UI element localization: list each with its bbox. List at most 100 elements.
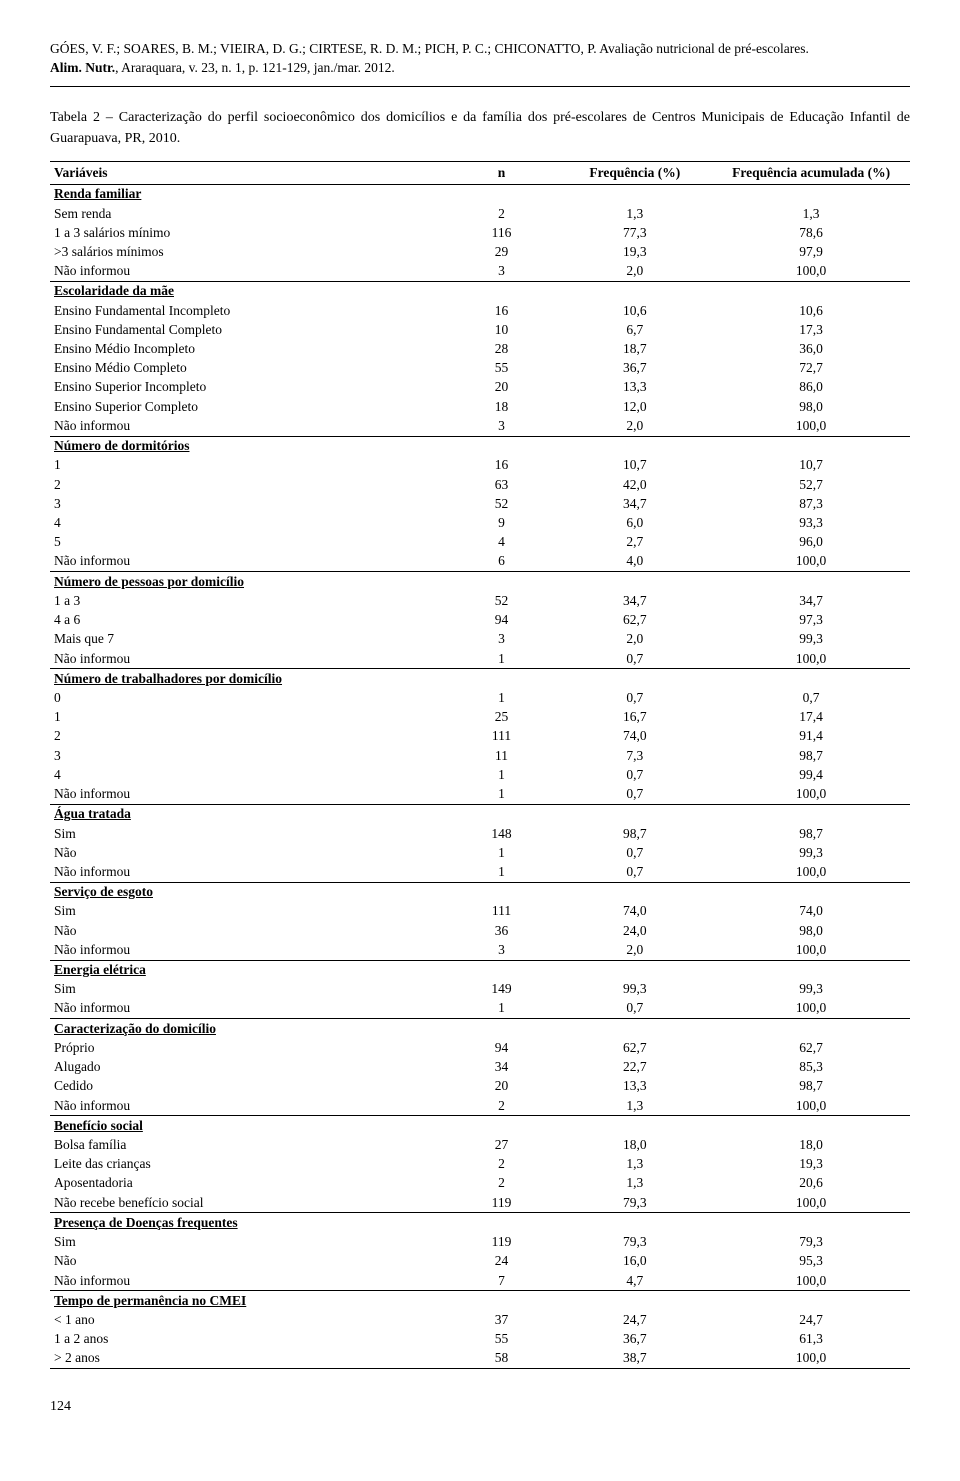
row-label: 5 bbox=[50, 533, 446, 552]
journal-details: , Araraquara, v. 23, n. 1, p. 121-129, j… bbox=[115, 60, 395, 75]
table-row: Sem renda21,31,3 bbox=[50, 204, 910, 223]
row-label: Não informou bbox=[50, 1096, 446, 1116]
row-label: Aposentadoria bbox=[50, 1174, 446, 1193]
section-header: Energia elétrica bbox=[50, 960, 910, 980]
row-label: Não informou bbox=[50, 552, 446, 572]
table-row: Não informou64,0100,0 bbox=[50, 552, 910, 572]
row-label: >3 salários mínimos bbox=[50, 242, 446, 261]
table-row: Cedido2013,398,7 bbox=[50, 1077, 910, 1096]
row-value: 98,0 bbox=[712, 397, 910, 416]
row-value: 111 bbox=[446, 902, 558, 921]
row-value: 94 bbox=[446, 1038, 558, 1057]
table-row: 4 a 69462,797,3 bbox=[50, 611, 910, 630]
row-label: Alugado bbox=[50, 1058, 446, 1077]
table-row: Sim14999,399,3 bbox=[50, 980, 910, 999]
row-value: 0,7 bbox=[557, 862, 712, 882]
row-value: 116 bbox=[446, 223, 558, 242]
row-label: Próprio bbox=[50, 1038, 446, 1057]
row-label: Não informou bbox=[50, 1271, 446, 1291]
row-value: 100,0 bbox=[712, 416, 910, 436]
table-row: < 1 ano3724,724,7 bbox=[50, 1310, 910, 1329]
row-value: 0,7 bbox=[557, 785, 712, 805]
row-value: 100,0 bbox=[712, 999, 910, 1019]
row-value: 9 bbox=[446, 514, 558, 533]
row-label: Não recebe benefício social bbox=[50, 1193, 446, 1213]
header-journal: Alim. Nutr., Araraquara, v. 23, n. 1, p.… bbox=[50, 59, 910, 78]
section-header: Número de pessoas por domicílio bbox=[50, 572, 910, 592]
col-header-freq: Frequência (%) bbox=[557, 161, 712, 184]
row-value: 4,0 bbox=[557, 552, 712, 572]
row-value: 24,0 bbox=[557, 921, 712, 940]
row-value: 24 bbox=[446, 1252, 558, 1271]
table-row: Leite das crianças21,319,3 bbox=[50, 1155, 910, 1174]
row-value: 62,7 bbox=[712, 1038, 910, 1057]
row-label: 4 bbox=[50, 765, 446, 784]
row-label: Não informou bbox=[50, 999, 446, 1019]
section-title: Número de pessoas por domicílio bbox=[50, 572, 910, 592]
row-value: 74,0 bbox=[557, 902, 712, 921]
table-row: Não2416,095,3 bbox=[50, 1252, 910, 1271]
row-value: 98,7 bbox=[712, 1077, 910, 1096]
row-value: 7,3 bbox=[557, 746, 712, 765]
row-value: 6,7 bbox=[557, 320, 712, 339]
col-header-n: n bbox=[446, 161, 558, 184]
row-value: 55 bbox=[446, 1330, 558, 1349]
row-value: 27 bbox=[446, 1136, 558, 1155]
row-label: Não bbox=[50, 843, 446, 862]
row-label: Não informou bbox=[50, 940, 446, 960]
table-row: Sim14898,798,7 bbox=[50, 824, 910, 843]
row-value: 1 bbox=[446, 785, 558, 805]
row-value: 16 bbox=[446, 301, 558, 320]
row-label: Sim bbox=[50, 824, 446, 843]
row-value: 0,7 bbox=[557, 649, 712, 669]
row-value: 10 bbox=[446, 320, 558, 339]
table-row: Aposentadoria21,320,6 bbox=[50, 1174, 910, 1193]
row-value: 20 bbox=[446, 378, 558, 397]
row-value: 72,7 bbox=[712, 359, 910, 378]
row-value: 42,0 bbox=[557, 475, 712, 494]
row-value: 1,3 bbox=[557, 1174, 712, 1193]
table-row: 010,70,7 bbox=[50, 688, 910, 707]
row-value: 36,0 bbox=[712, 340, 910, 359]
row-label: 1 a 3 salários mínimo bbox=[50, 223, 446, 242]
row-value: 77,3 bbox=[557, 223, 712, 242]
row-value: 17,4 bbox=[712, 708, 910, 727]
row-value: 78,6 bbox=[712, 223, 910, 242]
row-value: 10,6 bbox=[557, 301, 712, 320]
row-label: Não bbox=[50, 1252, 446, 1271]
row-value: 12,0 bbox=[557, 397, 712, 416]
table-row: 12516,717,4 bbox=[50, 708, 910, 727]
row-value: 36,7 bbox=[557, 359, 712, 378]
section-header: Serviço de esgoto bbox=[50, 882, 910, 902]
row-value: 20,6 bbox=[712, 1174, 910, 1193]
section-title: Escolaridade da mãe bbox=[50, 281, 910, 301]
table-row: Mais que 732,099,3 bbox=[50, 630, 910, 649]
row-value: 100,0 bbox=[712, 552, 910, 572]
table-row: Não informou32,0100,0 bbox=[50, 940, 910, 960]
table-row: Não informou74,7100,0 bbox=[50, 1271, 910, 1291]
row-value: 87,3 bbox=[712, 494, 910, 513]
row-value: 97,9 bbox=[712, 242, 910, 261]
row-value: 94 bbox=[446, 611, 558, 630]
row-label: Sim bbox=[50, 902, 446, 921]
row-value: 99,3 bbox=[557, 980, 712, 999]
row-value: 74,0 bbox=[557, 727, 712, 746]
row-value: 10,6 bbox=[712, 301, 910, 320]
row-label: Cedido bbox=[50, 1077, 446, 1096]
row-value: 100,0 bbox=[712, 262, 910, 282]
row-value: 62,7 bbox=[557, 1038, 712, 1057]
section-title: Caracterização do domicílio bbox=[50, 1019, 910, 1039]
row-value: 100,0 bbox=[712, 1193, 910, 1213]
row-value: 0,7 bbox=[557, 765, 712, 784]
row-value: 100,0 bbox=[712, 862, 910, 882]
row-value: 98,0 bbox=[712, 921, 910, 940]
row-value: 16,7 bbox=[557, 708, 712, 727]
row-value: 100,0 bbox=[712, 785, 910, 805]
row-value: 1 bbox=[446, 999, 558, 1019]
row-value: 99,3 bbox=[712, 630, 910, 649]
row-value: 97,3 bbox=[712, 611, 910, 630]
row-label: Ensino Médio Incompleto bbox=[50, 340, 446, 359]
row-value: 3 bbox=[446, 940, 558, 960]
section-header: Benefício social bbox=[50, 1116, 910, 1136]
row-value: 1,3 bbox=[557, 1155, 712, 1174]
